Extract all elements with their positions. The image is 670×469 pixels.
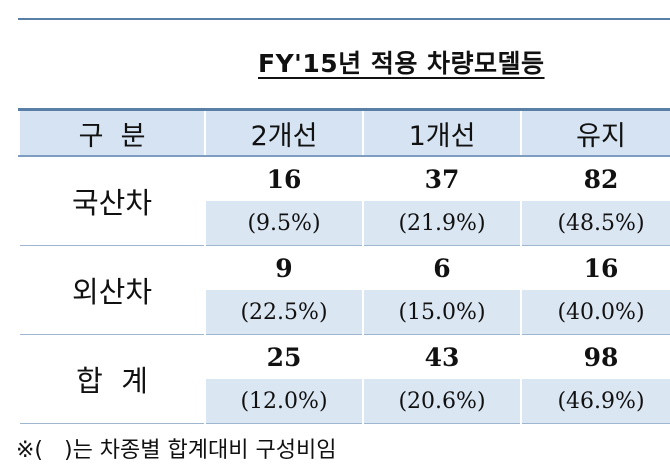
cell-count: 16: [520, 245, 670, 290]
cell-percent: (40.0%): [520, 290, 670, 335]
cell-count: 25: [204, 334, 363, 379]
cell-count: 43: [362, 334, 521, 379]
cell-percent: (20.6%): [362, 379, 521, 424]
table-row: (9.5%) (21.9%) (48.5%): [19, 201, 670, 246]
table-row: (22.5%) (15.0%) (40.0%): [19, 290, 670, 335]
document-title: FY'15년 적용 차량모델등: [258, 49, 545, 78]
cell-percent: (22.5%): [204, 290, 363, 335]
cell-percent: (15.0%): [362, 290, 521, 335]
cell-count: 37: [362, 156, 521, 201]
footnote: ※( )는 차종별 합계대비 구성비임: [16, 438, 337, 463]
cell-percent: (46.9%): [520, 379, 670, 424]
top-rule: [18, 18, 670, 20]
table-row: 외산차 9 6 16: [18, 245, 670, 335]
cell-percent: (21.9%): [362, 201, 521, 246]
row-label-domestic: 국산차: [18, 156, 205, 246]
row-label-total: 합 계: [18, 334, 205, 424]
cell-count: 9: [204, 245, 363, 290]
header-1-improvement: 1개선: [362, 108, 521, 157]
table-header-row: 구 분 2개선 1개선 유지: [18, 108, 670, 157]
cell-percent: (9.5%): [204, 201, 363, 246]
row-label-imported: 외산차: [18, 245, 205, 335]
header-maintain: 유지: [520, 108, 670, 157]
table-row: (12.0%) (20.6%) (46.9%): [19, 379, 670, 424]
header-category: 구 분: [18, 108, 205, 157]
data-table: 구 분 2개선 1개선 유지 국산차 16 37 82 (9.5%) (21.9…: [18, 108, 670, 424]
cell-count: 16: [204, 156, 363, 201]
cell-count: 82: [520, 156, 670, 201]
cell-count: 98: [520, 334, 670, 379]
cell-percent: (12.0%): [204, 379, 363, 424]
table-row: 합 계 25 43 98: [18, 334, 670, 424]
table-row: 국산차 16 37 82: [18, 156, 670, 246]
cell-percent: (48.5%): [520, 201, 670, 246]
cell-count: 6: [362, 245, 521, 290]
header-2-improvement: 2개선: [204, 108, 363, 157]
